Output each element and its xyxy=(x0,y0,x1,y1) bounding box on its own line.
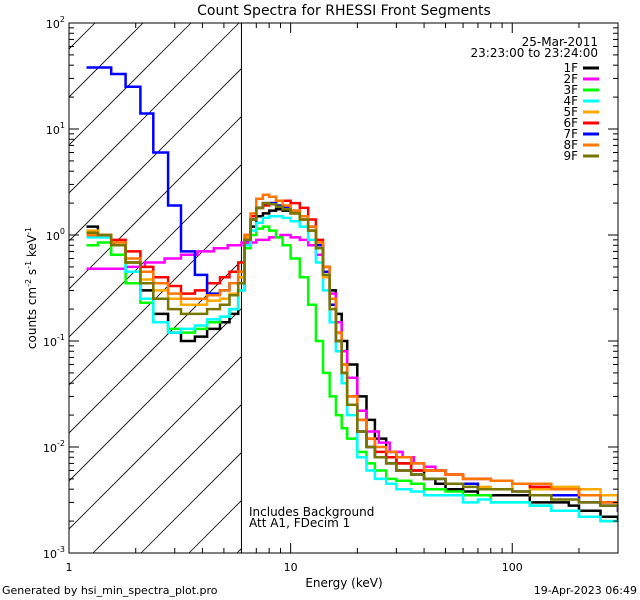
x-tick-label: 1 xyxy=(66,561,73,574)
hatch-line xyxy=(69,307,242,482)
hatch-line xyxy=(69,67,242,242)
y-axis-label: counts cm-2 s-1 keV-1 xyxy=(24,227,39,349)
hatch-line xyxy=(69,23,192,146)
hatch-line xyxy=(0,23,47,553)
y-tick-label: 10-2 xyxy=(43,439,65,455)
hatch-line xyxy=(69,115,242,290)
legend-label: 3F xyxy=(563,83,578,97)
hatch-line xyxy=(69,355,242,530)
hatch-line xyxy=(477,23,640,553)
axis-ticks: 1 10 100 10-3 10-2 10-1 100 101 102 xyxy=(43,15,619,574)
series-line-1f xyxy=(86,207,618,523)
series-group xyxy=(86,66,618,523)
y-tick-label: 100 xyxy=(46,227,65,243)
series-line-4f xyxy=(86,215,618,523)
footer-generated-by: Generated by hsi_min_spectra_plot.pro xyxy=(2,584,218,597)
y-axis-label-mid2: keV xyxy=(25,234,39,261)
legend-label: 7F xyxy=(563,127,578,141)
series-line-8f xyxy=(86,193,618,507)
hatch-line xyxy=(140,451,242,553)
x-tick-label: 100 xyxy=(502,561,523,574)
attenuator-hatch xyxy=(0,23,640,553)
hatch-line xyxy=(525,23,640,553)
hatch-line xyxy=(92,403,242,553)
y-axis-label-mid1: s xyxy=(25,269,39,279)
legend-label: 8F xyxy=(563,138,578,152)
legend-label: 6F xyxy=(563,116,578,130)
time-range-label: 23:23:00 to 23:24:00 xyxy=(471,46,598,60)
legend-label: 5F xyxy=(563,105,578,119)
legend-label: 9F xyxy=(563,149,578,163)
legend-label: 1F xyxy=(563,61,578,75)
hatch-line xyxy=(69,211,242,386)
legend-label: 2F xyxy=(563,72,578,86)
legend-label: 4F xyxy=(563,94,578,108)
hatch-line xyxy=(236,547,242,553)
x-axis-label: Energy (keV) xyxy=(305,576,382,590)
annotation-attenuator: Att A1, FDecim 1 xyxy=(249,516,350,530)
y-axis-label-exp1: -2 xyxy=(24,279,33,287)
hatch-line xyxy=(69,23,96,50)
footer-timestamp: 19-Apr-2023 06:49 xyxy=(534,584,637,597)
hatch-line xyxy=(69,23,240,194)
series-line-6f xyxy=(86,199,618,507)
hatch-line xyxy=(69,23,144,98)
y-tick-label: 102 xyxy=(46,15,65,31)
date-label: 25-Mar-2011 xyxy=(522,35,598,49)
hatch-line xyxy=(69,259,242,434)
series-line-3f xyxy=(86,225,618,523)
hatch-line xyxy=(621,23,640,553)
y-axis-label-exp3: -1 xyxy=(24,227,33,235)
y-tick-label: 10-3 xyxy=(43,545,65,561)
x-tick-label: 10 xyxy=(284,561,298,574)
y-axis-label-base: counts cm xyxy=(25,287,39,349)
series-line-5f xyxy=(86,201,618,504)
series-line-9f xyxy=(86,201,618,513)
chart-title: Count Spectra for RHESSI Front Segments xyxy=(197,3,491,19)
plot-frame xyxy=(68,22,619,554)
annotation-background: Includes Background xyxy=(249,505,374,519)
y-axis-label-exp2: -1 xyxy=(24,261,33,269)
y-tick-label: 101 xyxy=(46,121,65,137)
y-tick-label: 10-1 xyxy=(43,333,65,349)
hatch-line xyxy=(69,163,242,338)
